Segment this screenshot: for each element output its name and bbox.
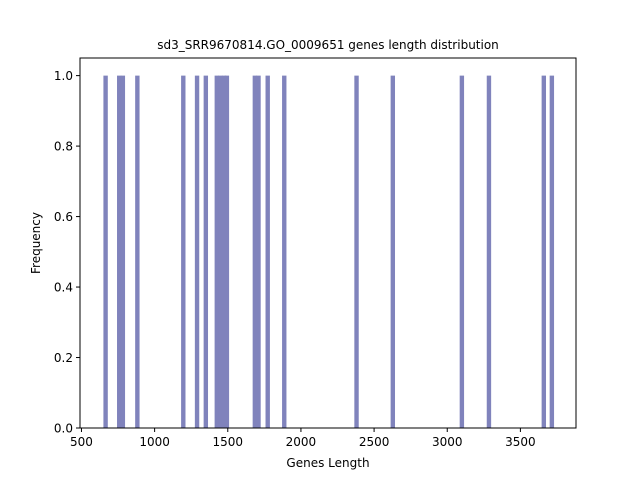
histogram-bar: [203, 75, 209, 429]
y-tick-label: 0.8: [54, 140, 73, 154]
x-axis-label: Genes Length: [286, 456, 369, 470]
y-tick-label: 0.4: [54, 281, 73, 295]
histogram-bar: [194, 75, 200, 429]
histogram-bar: [120, 75, 126, 429]
x-tick-label: 3000: [432, 435, 463, 449]
histogram-bar: [265, 75, 270, 429]
histogram-bar: [117, 75, 122, 429]
y-tick-label: 1.0: [54, 69, 73, 83]
histogram-bar: [221, 75, 227, 429]
x-tick-label: 500: [70, 435, 93, 449]
histogram-bar: [459, 75, 465, 429]
bars-group: [103, 75, 555, 429]
x-tick-label: 1500: [213, 435, 244, 449]
histogram-bar: [390, 75, 396, 429]
histogram-bar: [354, 75, 359, 429]
histogram-bar: [181, 75, 186, 429]
histogram-bar: [214, 75, 219, 429]
y-tick-label: 0.2: [54, 351, 73, 365]
histogram-bar: [224, 75, 230, 429]
histogram-bar: [135, 75, 140, 429]
x-axis-ticks: 500 1000 1500 2000 2500 3000 3500: [70, 428, 536, 449]
plot-frame: [79, 57, 577, 429]
histogram-bar: [282, 75, 287, 429]
x-tick-label: 1000: [139, 435, 170, 449]
histogram-bar: [549, 75, 555, 429]
y-tick-label: 0.6: [54, 210, 73, 224]
x-tick-label: 2500: [359, 435, 390, 449]
histogram-bar: [252, 75, 258, 429]
histogram-bar: [256, 75, 261, 429]
histogram-bar: [486, 75, 492, 429]
histogram-bar: [218, 75, 223, 429]
histogram-bar: [103, 75, 108, 429]
x-tick-label: 3500: [505, 435, 536, 449]
x-tick-label: 2000: [286, 435, 317, 449]
y-tick-label: 0.0: [54, 422, 73, 436]
histogram-bar: [541, 75, 547, 429]
y-axis-ticks: 0.0 0.2 0.4 0.6 0.8 1.0: [54, 69, 80, 436]
chart-title: sd3_SRR9670814.GO_0009651 genes length d…: [157, 38, 499, 52]
y-axis-label: Frequency: [29, 212, 43, 274]
